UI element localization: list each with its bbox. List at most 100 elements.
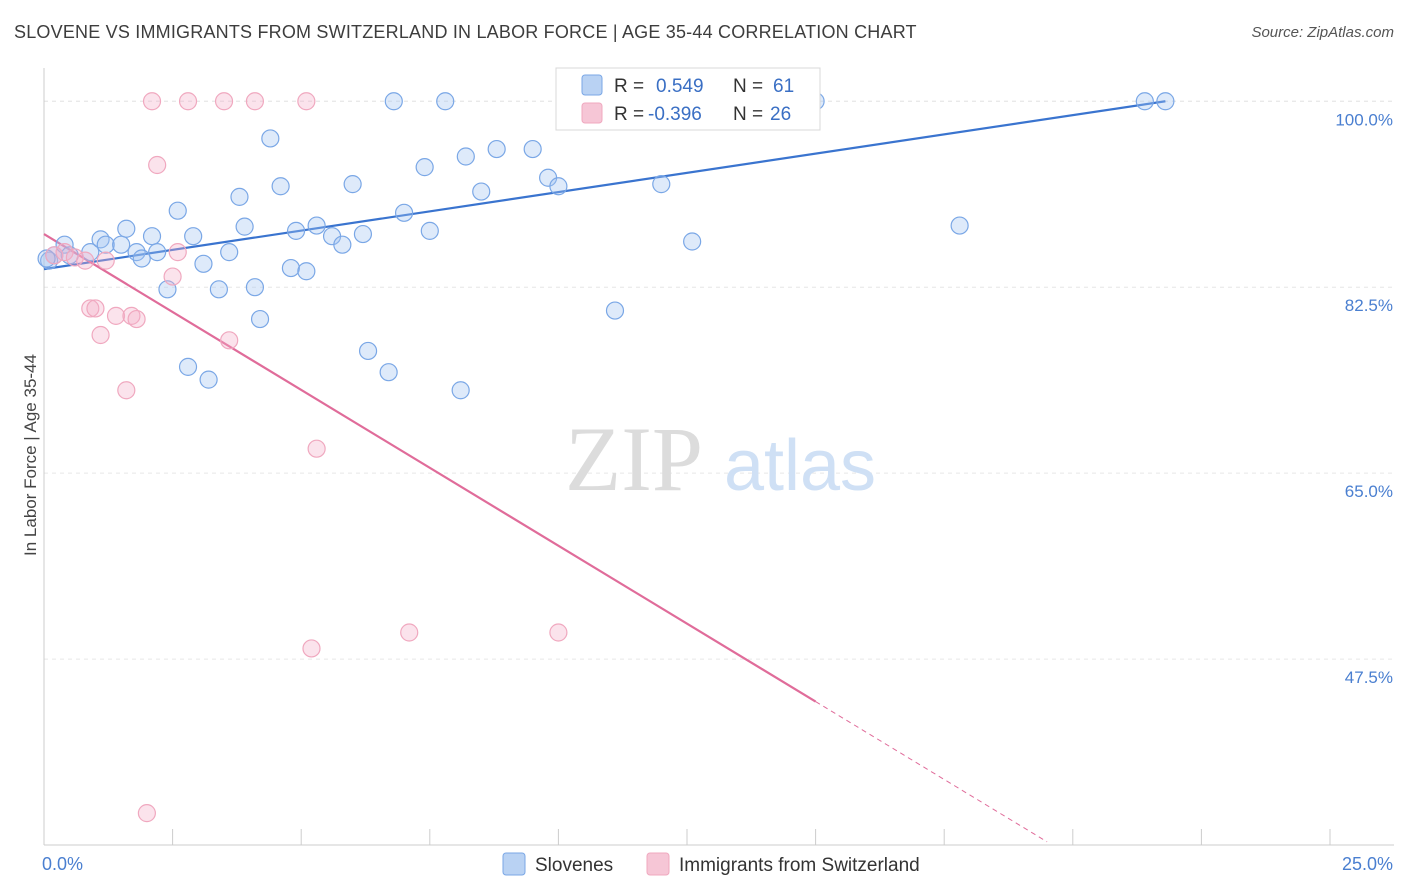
- point-switzerland: [122, 306, 141, 325]
- point-slovenes: [379, 363, 398, 382]
- legend-n-label-1: N =: [733, 76, 763, 97]
- point-switzerland: [302, 639, 321, 658]
- point-slovenes: [235, 217, 254, 236]
- point-slovenes: [91, 230, 110, 249]
- point-slovenes: [184, 227, 203, 246]
- watermark-zip: ZIP: [565, 408, 703, 510]
- point-slovenes: [142, 227, 162, 246]
- point-slovenes: [1156, 92, 1175, 111]
- point-slovenes: [451, 381, 470, 400]
- point-slovenes: [394, 203, 414, 222]
- point-slovenes: [333, 235, 352, 254]
- data-points: [37, 92, 1175, 823]
- point-switzerland: [96, 251, 115, 270]
- point-slovenes: [950, 216, 969, 235]
- point-switzerland: [163, 267, 182, 286]
- point-switzerland: [307, 439, 326, 458]
- legend-swatch-switzerland: [581, 102, 603, 124]
- point-slovenes: [96, 235, 115, 254]
- legend-swatch-slovenes: [581, 74, 603, 96]
- point-slovenes: [384, 92, 403, 111]
- y-tick-label: 82.5%: [1345, 296, 1393, 315]
- legend-r-value-1: 0.549: [656, 76, 704, 97]
- legend-r-value-2: -0.396: [648, 104, 702, 125]
- point-slovenes: [456, 147, 475, 166]
- point-switzerland: [45, 246, 64, 265]
- trend-line-extension: [815, 701, 1048, 843]
- point-slovenes: [487, 139, 506, 159]
- x-tick-label: 0.0%: [42, 854, 83, 874]
- point-slovenes: [40, 251, 59, 270]
- legend-r-label-1: R =: [614, 76, 644, 97]
- source-label: Source: ZipAtlas.com: [1251, 24, 1394, 41]
- point-slovenes: [358, 341, 378, 361]
- point-switzerland: [245, 92, 265, 111]
- point-switzerland: [117, 381, 136, 400]
- point-switzerland: [91, 325, 110, 345]
- legend-n-label-2: N =: [733, 104, 763, 125]
- point-switzerland: [65, 248, 84, 267]
- legend-n-value-1: 61: [773, 76, 794, 97]
- point-slovenes: [523, 139, 542, 159]
- bottom-legend-swatch-slovenes: [502, 852, 526, 876]
- bottom-legend-swatch-switzerland: [646, 852, 670, 876]
- point-slovenes: [286, 221, 306, 240]
- point-switzerland: [549, 623, 568, 642]
- x-tick-labels: 0.0% 25.0%: [42, 854, 1393, 874]
- point-slovenes: [436, 92, 455, 111]
- point-slovenes: [194, 254, 213, 273]
- y-tick-label: 100.0%: [1335, 110, 1393, 129]
- point-slovenes: [245, 278, 265, 297]
- point-slovenes: [209, 280, 228, 299]
- point-slovenes: [220, 243, 239, 262]
- correlation-legend: R = 0.549 N = 61 R = -0.396 N = 26: [555, 67, 821, 131]
- legend-n-value-2: 26: [770, 104, 791, 125]
- bottom-legend-label-switzerland: Immigrants from Switzerland: [679, 855, 920, 876]
- point-slovenes: [112, 235, 131, 254]
- point-slovenes: [1135, 92, 1154, 111]
- point-switzerland: [148, 155, 167, 175]
- point-switzerland: [178, 92, 198, 111]
- point-switzerland: [137, 804, 156, 823]
- point-switzerland: [400, 623, 419, 642]
- point-switzerland: [106, 306, 126, 325]
- axes: [43, 68, 1394, 846]
- x-tick-label: 25.0%: [1342, 854, 1393, 874]
- point-slovenes: [353, 224, 373, 244]
- bottom-legend-label-slovenes: Slovenes: [535, 855, 613, 876]
- watermark-atlas: atlas: [724, 426, 876, 506]
- point-slovenes: [472, 182, 491, 201]
- point-slovenes: [230, 187, 249, 206]
- grid-lines: [44, 100, 1394, 660]
- point-switzerland: [81, 299, 100, 318]
- point-slovenes: [652, 175, 671, 194]
- point-slovenes: [281, 258, 301, 278]
- point-slovenes: [420, 221, 439, 240]
- point-slovenes: [683, 232, 702, 251]
- point-slovenes: [199, 370, 218, 389]
- point-slovenes: [148, 243, 167, 262]
- point-slovenes: [605, 301, 625, 320]
- point-slovenes: [415, 158, 434, 177]
- y-tick-label: 47.5%: [1345, 668, 1393, 687]
- chart-title: SLOVENE VS IMMIGRANTS FROM SWITZERLAND I…: [14, 22, 917, 42]
- trend-line-switzerland: [43, 233, 817, 703]
- point-slovenes: [297, 262, 316, 281]
- point-slovenes: [261, 129, 280, 148]
- point-slovenes: [549, 177, 568, 196]
- point-slovenes: [250, 309, 270, 329]
- point-slovenes: [132, 249, 151, 268]
- point-slovenes: [178, 357, 198, 376]
- point-switzerland: [76, 251, 95, 270]
- point-slovenes: [343, 175, 362, 194]
- y-tick-labels: 47.5% 65.0% 82.5% 100.0%: [1335, 110, 1393, 687]
- point-slovenes: [168, 201, 187, 220]
- point-slovenes: [307, 216, 326, 235]
- point-slovenes: [271, 177, 290, 196]
- trend-lines: [43, 100, 1166, 843]
- series-legend: Slovenes Immigrants from Switzerland: [502, 852, 920, 876]
- point-switzerland: [86, 299, 105, 318]
- point-switzerland: [297, 92, 316, 111]
- y-tick-label: 65.0%: [1345, 482, 1393, 501]
